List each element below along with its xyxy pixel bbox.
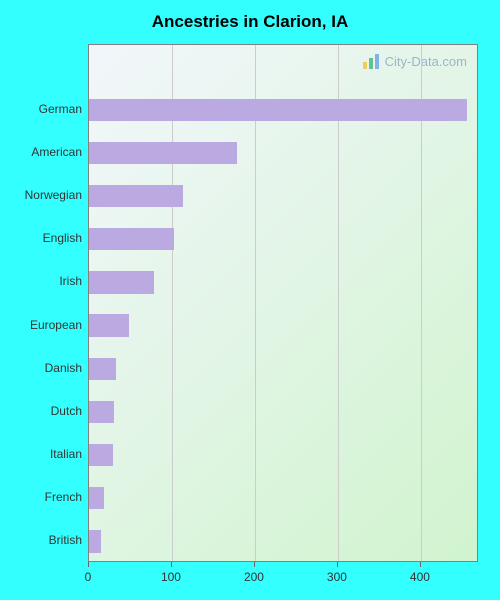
y-axis-label: American [31,145,82,159]
gridline [172,45,173,561]
y-axis-label: English [43,231,82,245]
bar [89,142,237,164]
y-axis-label: Irish [59,274,82,288]
y-axis-label: Dutch [51,404,82,418]
x-tick [420,562,421,567]
x-tick [254,562,255,567]
x-tick [337,562,338,567]
bar [89,228,174,250]
x-axis-label: 0 [85,570,92,584]
x-tick [88,562,89,567]
x-axis-label: 200 [244,570,264,584]
gridline [421,45,422,561]
bar [89,271,154,293]
y-axis-label: Danish [45,361,82,375]
gridline [255,45,256,561]
y-axis-label: German [39,102,82,116]
x-axis-label: 300 [327,570,347,584]
y-axis-label: French [45,490,82,504]
x-axis-label: 100 [161,570,181,584]
bar [89,185,183,207]
bar-chart-icon [363,53,381,69]
y-axis-label: European [30,318,82,332]
bar [89,314,129,336]
y-axis-label: Norwegian [25,188,82,202]
x-axis-label: 400 [410,570,430,584]
y-axis-label: Italian [50,447,82,461]
bar [89,401,114,423]
x-tick [171,562,172,567]
y-axis-label: British [49,533,82,547]
bar [89,444,113,466]
chart-frame: Ancestries in Clarion, IA City-Data.com … [0,0,500,600]
plot-area: City-Data.com [88,44,478,562]
watermark: City-Data.com [363,53,467,69]
bar [89,358,116,380]
gridline [338,45,339,561]
bar [89,487,104,509]
watermark-text: City-Data.com [385,54,467,69]
bar [89,99,467,121]
chart-title: Ancestries in Clarion, IA [0,12,500,32]
bar [89,530,101,552]
